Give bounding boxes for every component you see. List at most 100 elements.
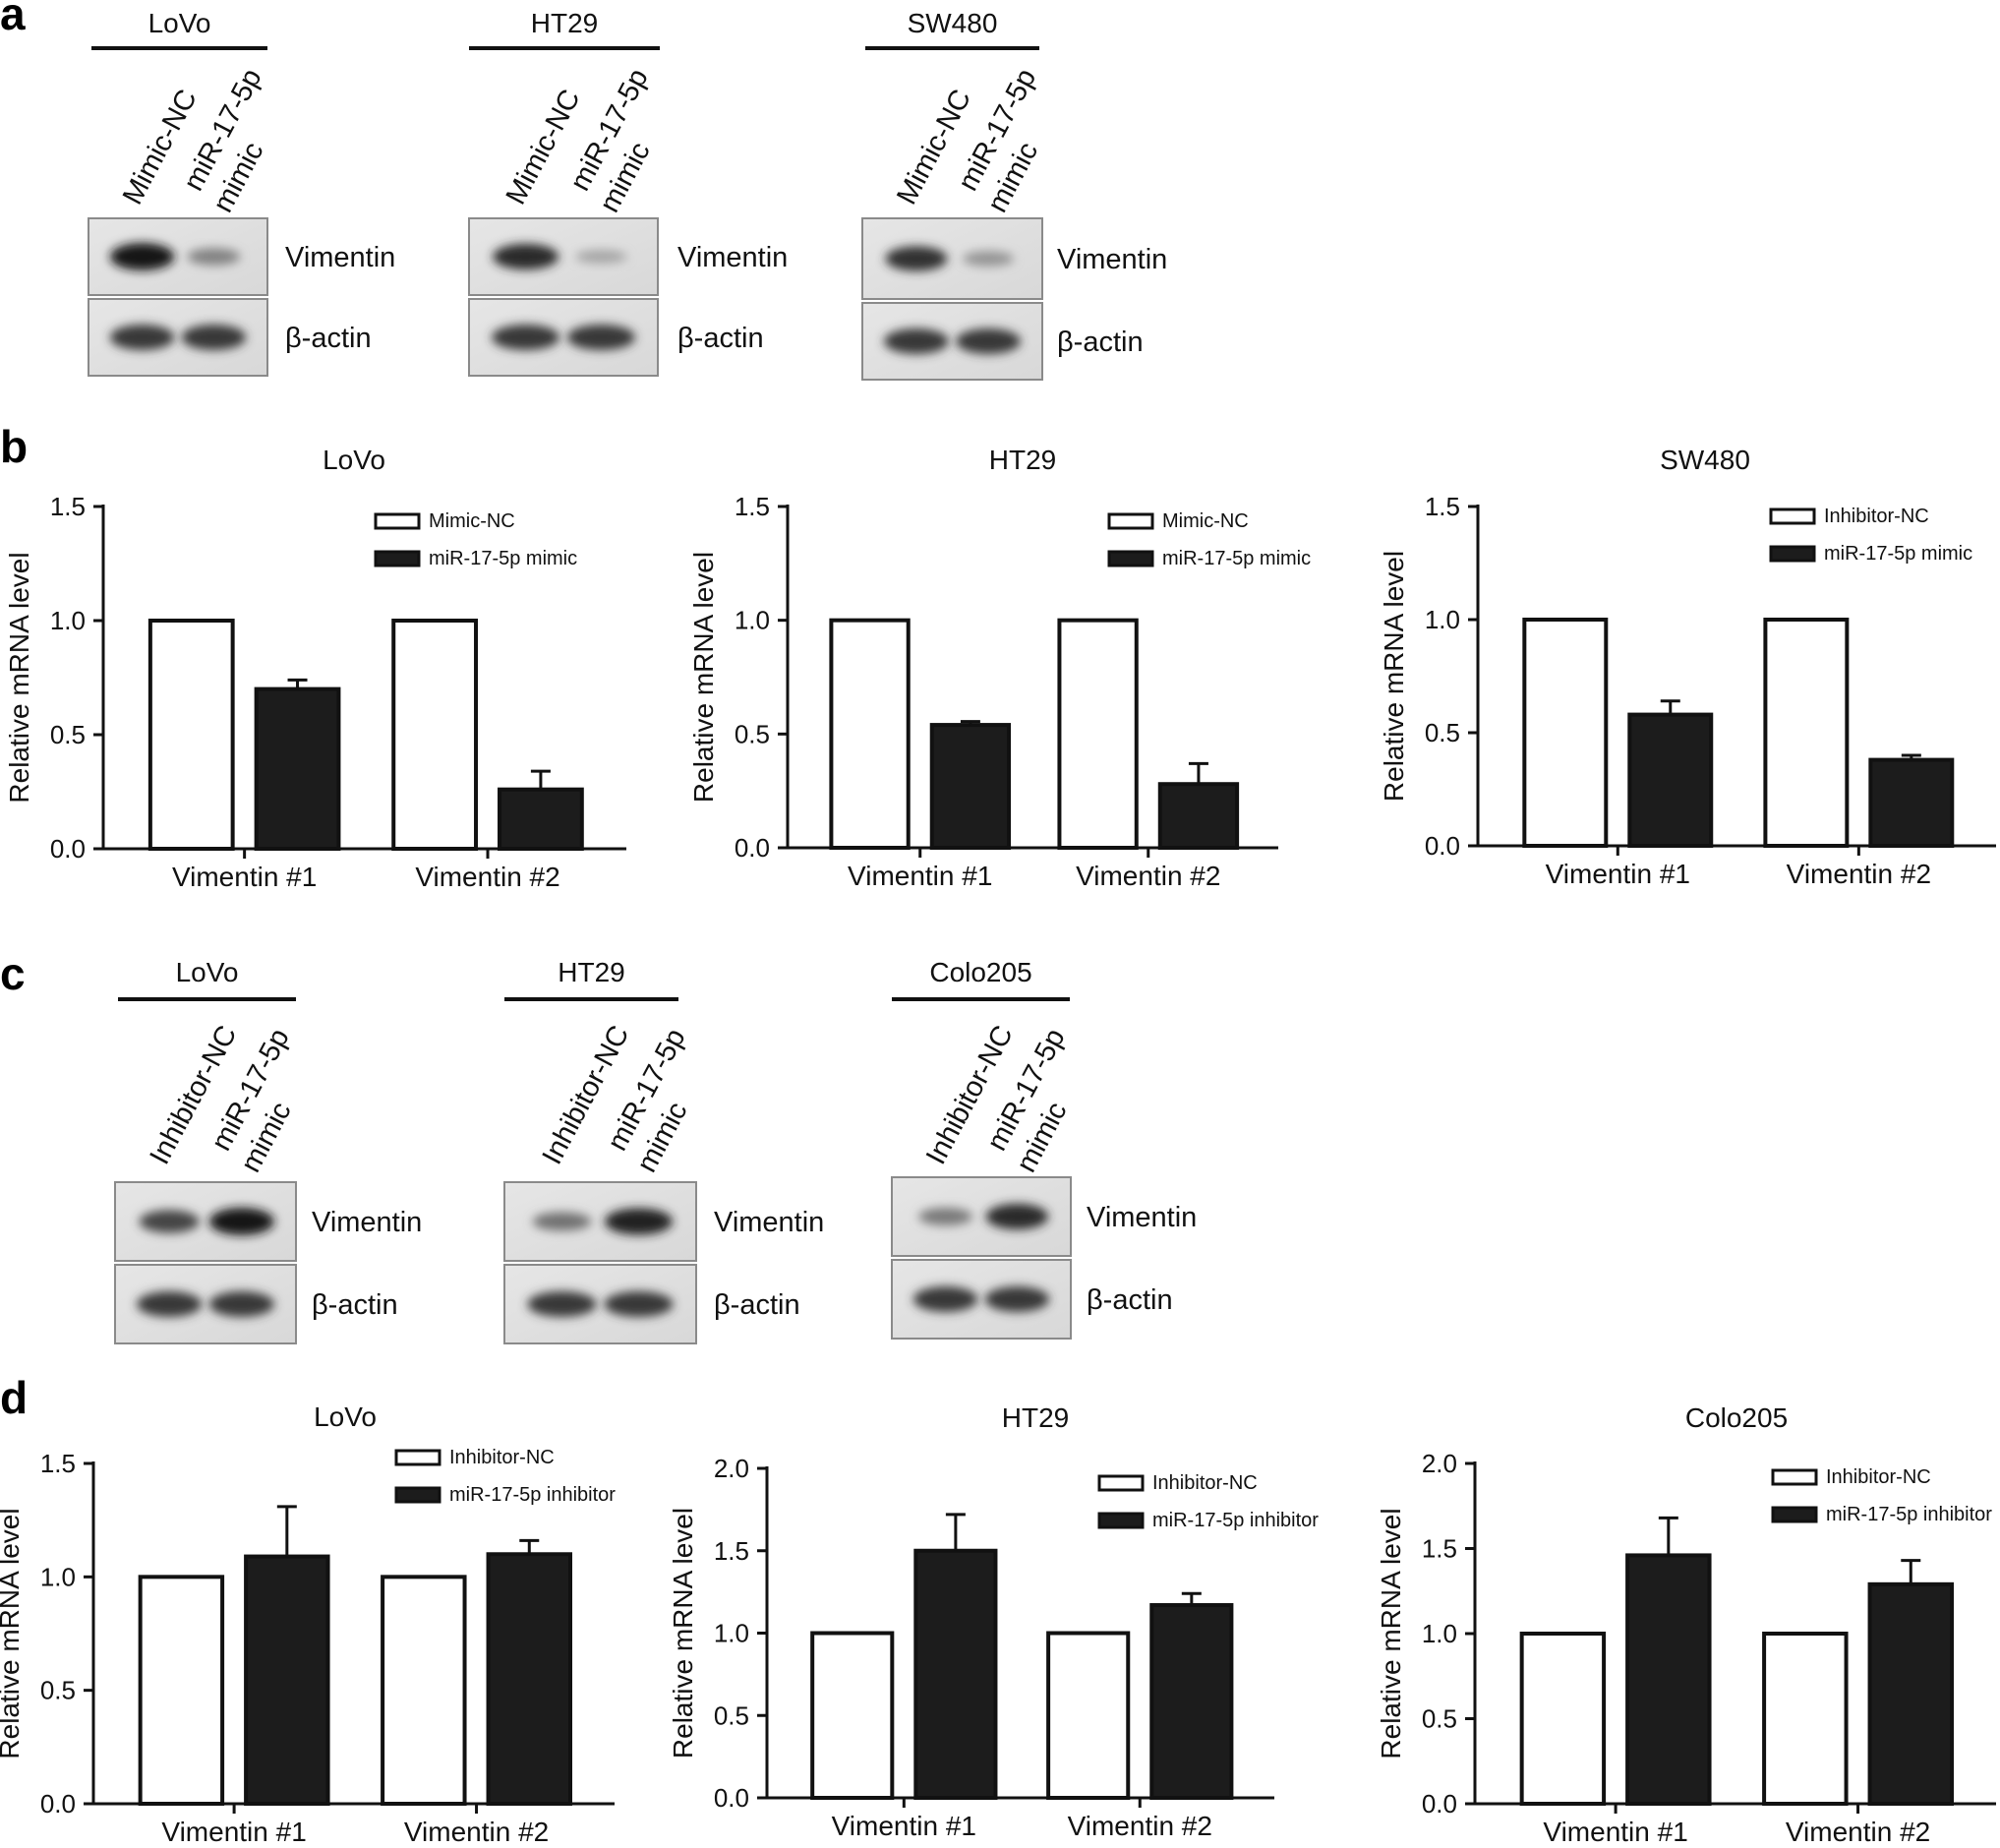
y-tick-label: 2.0 <box>714 1454 749 1483</box>
bar-chart-b-lovo: LoVo 0.0 0.5 1.0 1.5 Relative mRNA level Vimen… <box>4 445 626 892</box>
x-category-label: Vimentin #2 <box>1068 1811 1212 1841</box>
chart-title: LoVo <box>323 445 385 475</box>
band-actin-lane-1 <box>527 1291 597 1317</box>
y-axis-label: Relative mRNA level <box>668 1508 698 1759</box>
bar-control <box>829 618 911 851</box>
bar-control <box>138 1575 225 1807</box>
bar-control <box>381 1575 467 1807</box>
protein-label-actin: β-actin <box>1057 327 1144 358</box>
y-tick-label: 0.0 <box>714 1783 749 1813</box>
y-tick-label: 1.0 <box>1422 1619 1457 1648</box>
bar-chart-d-colo205: Colo205 0.0 0.5 1.0 1.5 2.0 Relative mRNA leve… <box>1376 1402 1996 1847</box>
chart-title: LoVo <box>314 1401 377 1432</box>
y-tick-label: 0.0 <box>50 834 86 864</box>
legend-swatch <box>394 1449 441 1466</box>
y-tick-label: 1.5 <box>40 1449 76 1478</box>
legend-swatch <box>1107 550 1154 567</box>
y-tick-label: 0.5 <box>735 719 770 748</box>
legend-swatch <box>1097 1474 1145 1492</box>
y-tick-label: 1.5 <box>50 492 86 521</box>
band-vimentin-lane-2 <box>985 1203 1049 1230</box>
y-axis-label: Relative mRNA level <box>4 552 34 803</box>
protein-label-actin: β-actin <box>1087 1284 1173 1316</box>
panel-label-c: c <box>0 948 26 999</box>
legend-label: Inhibitor-NC <box>1826 1466 1931 1488</box>
y-tick-label: 1.0 <box>50 606 86 635</box>
band-vimentin-lane-1 <box>493 243 559 270</box>
bar-treatment <box>1157 782 1240 851</box>
band-vimentin-lane-1 <box>885 246 948 271</box>
x-category-label: Vimentin #2 <box>1076 861 1220 891</box>
y-tick-label: 1.5 <box>1425 492 1460 521</box>
y-axis-label: Relative mRNA level <box>0 1508 25 1759</box>
band-vimentin-lane-2 <box>963 251 1015 267</box>
panel-label-a: a <box>0 0 26 39</box>
y-tick-label: 1.0 <box>1425 605 1460 634</box>
legend-swatch <box>1769 507 1816 525</box>
legend-swatch <box>1771 1468 1818 1486</box>
band-actin-lane-1 <box>883 328 949 354</box>
legend-swatch <box>1769 545 1816 563</box>
y-axis-label: Relative mRNA level <box>688 552 719 803</box>
bar-chart-d-lovo: LoVo 0.0 0.5 1.0 1.5 Relative mRNA level Vimen… <box>0 1401 616 1847</box>
band-vimentin-lane-2 <box>575 250 627 264</box>
bar-control <box>391 619 479 851</box>
band-actin-lane-1 <box>492 325 560 350</box>
x-category-label: Vimentin #2 <box>404 1817 549 1847</box>
band-vimentin-lane-1 <box>109 243 175 270</box>
band-actin-lane-1 <box>912 1286 978 1312</box>
y-axis-label: Relative mRNA level <box>1379 551 1409 802</box>
bar-control <box>147 619 235 851</box>
band-actin-lane-2 <box>604 1291 674 1317</box>
bar-control <box>1519 1632 1607 1806</box>
legend-label: miR-17-5p inhibitor <box>1826 1504 1992 1525</box>
band-actin-lane-2 <box>208 1291 274 1317</box>
bar-treatment <box>1867 1581 1955 1806</box>
bar-control <box>1762 1632 1849 1806</box>
bar-chart-b-sw480: SW480 0.0 0.5 1.0 1.5 Relative mRNA level Vime… <box>1379 445 1996 889</box>
y-tick-label: 2.0 <box>1422 1449 1457 1478</box>
y-tick-label: 0.0 <box>1422 1789 1457 1818</box>
legend-swatch <box>394 1486 441 1504</box>
panel-a-western-blots: LoVoMimic-NCmiR-17-5pmimicVimentinβ-acti… <box>88 8 1167 381</box>
panel-b-bar-charts: LoVo 0.0 0.5 1.0 1.5 Relative mRNA level Vimen… <box>4 445 1996 892</box>
legend-swatch <box>1771 1506 1818 1523</box>
y-tick-label: 1.5 <box>735 492 770 521</box>
bar-control <box>1046 1631 1131 1800</box>
blot-ht29: HT29Inhibitor-NCmiR-17-5pmimicVimentinβ-… <box>503 957 824 1344</box>
y-tick-label: 1.0 <box>40 1562 76 1591</box>
lane-label-control: Mimic-NC <box>500 85 587 209</box>
protein-label-vimentin: Vimentin <box>677 242 788 273</box>
legend-label: Inhibitor-NC <box>1152 1472 1258 1494</box>
chart-title: SW480 <box>1660 445 1750 475</box>
x-category-label: Vimentin #1 <box>1546 859 1690 889</box>
y-tick-label: 0.0 <box>735 833 770 863</box>
protein-label-vimentin: Vimentin <box>1087 1202 1197 1233</box>
blot-ht29: HT29Mimic-NCmiR-17-5pmimicVimentinβ-acti… <box>468 8 788 377</box>
y-tick-label: 0.5 <box>1425 718 1460 747</box>
band-actin-lane-2 <box>566 325 635 350</box>
protein-label-vimentin: Vimentin <box>714 1207 824 1238</box>
blot-lovo: LoVoMimic-NCmiR-17-5pmimicVimentinβ-acti… <box>88 8 395 377</box>
y-tick-label: 0.5 <box>40 1676 76 1705</box>
cell-line-title: Colo205 <box>929 957 1031 987</box>
y-tick-label: 1.0 <box>714 1619 749 1648</box>
bar-control <box>1522 618 1609 848</box>
chart-title: HT29 <box>989 445 1056 475</box>
band-vimentin-lane-2 <box>187 248 241 266</box>
y-tick-label: 1.5 <box>714 1536 749 1566</box>
band-vimentin-lane-2 <box>208 1208 274 1235</box>
bar-treatment <box>254 686 341 851</box>
bar-chart-d-ht29: HT29 0.0 0.5 1.0 1.5 2.0 Relative mRNA level Vi… <box>668 1402 1319 1841</box>
y-tick-label: 0.5 <box>50 720 86 749</box>
panel-label-b: b <box>0 421 28 472</box>
legend-label: Mimic-NC <box>1162 510 1249 532</box>
band-actin-lane-2 <box>984 1286 1050 1312</box>
x-category-label: Vimentin #2 <box>415 862 559 892</box>
y-tick-label: 0.0 <box>1425 831 1460 861</box>
blot-sw480: SW480Mimic-NCmiR-17-5pmimicVimentinβ-act… <box>861 8 1167 381</box>
bar-chart-b-ht29: HT29 0.0 0.5 1.0 1.5 Relative mRNA level Vimen… <box>688 445 1311 891</box>
protein-label-vimentin: Vimentin <box>312 1207 422 1238</box>
x-category-label: Vimentin #2 <box>1787 859 1931 889</box>
